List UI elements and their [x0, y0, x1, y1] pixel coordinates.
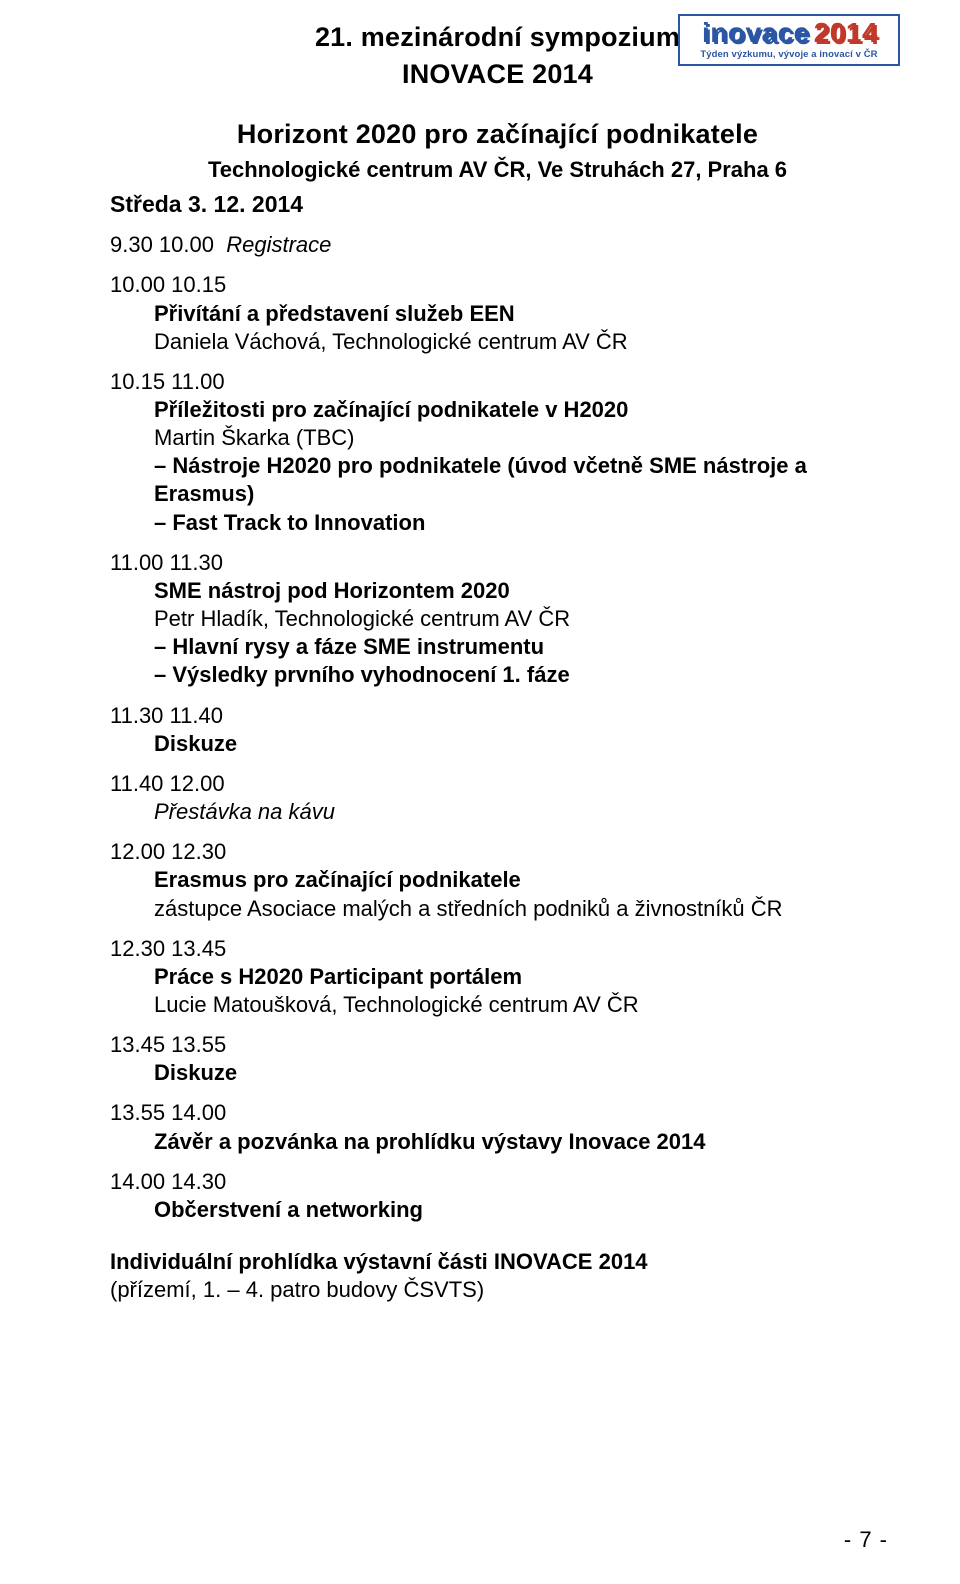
item-speaker: Martin Škarka (TBC) [154, 424, 885, 452]
page-number: - 7 - [844, 1526, 888, 1554]
time-range: 11.40 12.00 [110, 770, 885, 798]
item-bullet: – Hlavní rysy a fáze SME instrumentu [154, 633, 885, 661]
time-range: 11.00 11.30 [110, 549, 885, 577]
time-range: 12.00 12.30 [110, 838, 885, 866]
event-logo: inovace2014 inovace2014 Týden výzkumu, v… [678, 14, 900, 66]
logo-brand: inovace [702, 17, 810, 48]
item-title: Příležitosti pro začínající podnikatele … [154, 396, 885, 424]
schedule-item: 11.40 12.00 Přestávka na kávu [110, 770, 885, 826]
item-title: Diskuze [154, 730, 885, 758]
item-label: Přestávka na kávu [154, 798, 885, 826]
item-speaker: Lucie Matoušková, Technologické centrum … [154, 991, 885, 1019]
schedule-item: 12.00 12.30 Erasmus pro začínající podni… [110, 838, 885, 922]
schedule-item: 12.30 13.45 Práce s H2020 Participant po… [110, 935, 885, 1019]
schedule-item: 10.15 11.00 Příležitosti pro začínající … [110, 368, 885, 537]
time-range: 9.30 10.00 [110, 232, 214, 257]
footer-note: Individuální prohlídka výstavní části IN… [110, 1248, 885, 1304]
footer-line-1: Individuální prohlídka výstavní části IN… [110, 1248, 885, 1276]
time-range: 12.30 13.45 [110, 935, 885, 963]
item-speaker: zástupce Asociace malých a středních pod… [154, 895, 885, 923]
logo-subtitle: Týden výzkumu, vývoje a inovací v ČR [684, 50, 894, 60]
schedule-item: 14.00 14.30 Občerstvení a networking [110, 1168, 885, 1224]
item-title: Závěr a pozvánka na prohlídku výstavy In… [154, 1128, 885, 1156]
item-title: Diskuze [154, 1059, 885, 1087]
time-range: 13.45 13.55 [110, 1031, 885, 1059]
schedule-item: 11.30 11.40 Diskuze [110, 702, 885, 758]
logo-year: 2014 [814, 17, 878, 48]
time-range: 11.30 11.40 [110, 702, 885, 730]
item-speaker: Petr Hladík, Technologické centrum AV ČR [154, 605, 885, 633]
item-title: Občerstvení a networking [154, 1196, 885, 1224]
time-range: 10.00 10.15 [110, 271, 885, 299]
item-title: Erasmus pro začínající podnikatele [154, 866, 885, 894]
time-range: 13.55 14.00 [110, 1099, 885, 1127]
item-speaker: Daniela Váchová, Technologické centrum A… [154, 328, 885, 356]
schedule-item: 10.00 10.15 Přivítání a představení služ… [110, 271, 885, 355]
item-title: SME nástroj pod Horizontem 2020 [154, 577, 885, 605]
item-bullet: – Výsledky prvního vyhodnocení 1. fáze [154, 661, 885, 689]
item-title: Práce s H2020 Participant portálem [154, 963, 885, 991]
schedule-item: 11.00 11.30 SME nástroj pod Horizontem 2… [110, 549, 885, 690]
item-bullet: – Fast Track to Innovation [154, 509, 885, 537]
item-bullet: – Nástroje H2020 pro podnikatele (úvod v… [154, 452, 885, 508]
session-date: Středa 3. 12. 2014 [110, 190, 885, 219]
session-subtitle: Technologické centrum AV ČR, Ve Struhách… [110, 156, 885, 184]
item-label: Registrace [226, 232, 331, 257]
schedule-item: 13.55 14.00 Závěr a pozvánka na prohlídk… [110, 1099, 885, 1155]
schedule-item: 9.30 10.00 Registrace [110, 231, 885, 259]
time-range: 14.00 14.30 [110, 1168, 885, 1196]
schedule-item: 13.45 13.55 Diskuze [110, 1031, 885, 1087]
time-range: 10.15 11.00 [110, 368, 885, 396]
footer-line-2: (přízemí, 1. – 4. patro budovy ČSVTS) [110, 1276, 885, 1304]
page: inovace2014 inovace2014 Týden výzkumu, v… [0, 0, 960, 1584]
item-title: Přivítání a představení služeb EEN [154, 300, 885, 328]
session-title: Horizont 2020 pro začínající podnikatele [110, 117, 885, 152]
